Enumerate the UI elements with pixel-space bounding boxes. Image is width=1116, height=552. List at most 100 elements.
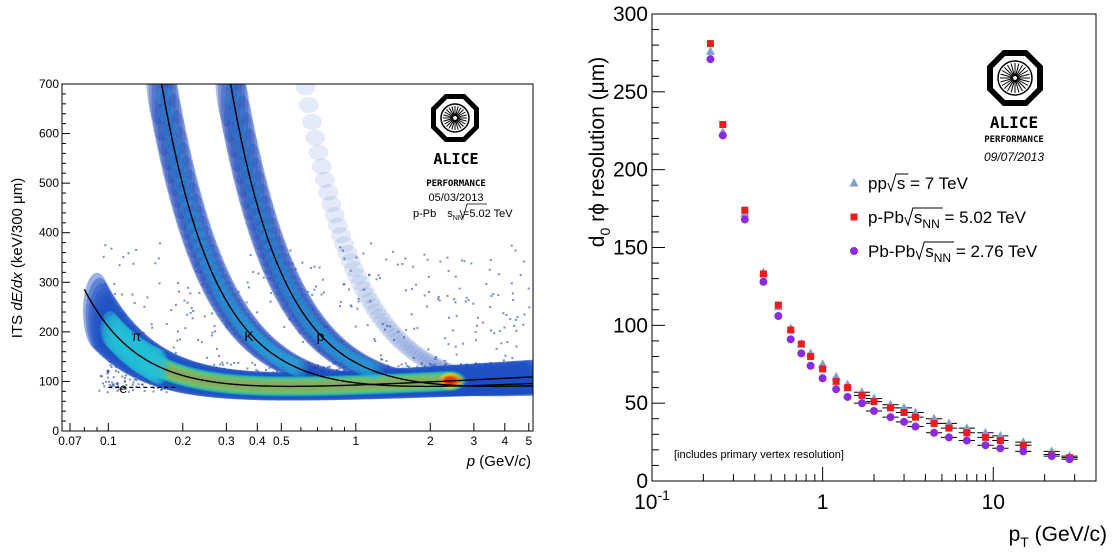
dedx-x-tick-label: 0.4 bbox=[249, 434, 266, 448]
data-point-circle bbox=[719, 131, 727, 139]
resolution-y-tick-label: 200 bbox=[613, 159, 648, 182]
data-point-circle bbox=[1019, 447, 1027, 455]
data-point-square bbox=[945, 425, 952, 432]
data-point-square bbox=[741, 207, 748, 214]
vertex-note: [includes primary vertex resolution] bbox=[674, 449, 844, 461]
dedx-y-label: ITS dE/dx (keV/300 μm) bbox=[9, 178, 26, 338]
dedx-x-tick-label: 2 bbox=[427, 434, 434, 448]
data-point-square bbox=[963, 429, 970, 436]
legend-entry: p-Pb sNN = 5.02 TeV bbox=[868, 208, 1027, 231]
legend-marker-triangle bbox=[850, 178, 859, 187]
resolution-panel: 10-1 1 10 050100150200250300 pT (GeV/c) d0… bbox=[586, 3, 1107, 550]
resolution-y-tick-label: 100 bbox=[613, 314, 648, 337]
dedx-y-tick-label: 400 bbox=[39, 226, 59, 240]
dedx-y-tick-label: 200 bbox=[39, 325, 59, 339]
alice-logo-sub: PERFORMANCE bbox=[426, 179, 486, 189]
alice-logo-date: 05/03/2013 bbox=[428, 192, 483, 204]
dedx-y-tick-label: 0 bbox=[52, 424, 59, 438]
data-point-circle bbox=[741, 215, 749, 223]
data-point-circle bbox=[844, 393, 852, 401]
data-point-circle bbox=[797, 349, 805, 357]
legend-marker-square bbox=[851, 214, 858, 221]
resolution-y-axis: 0 50 100 150 200 250 300 bbox=[613, 3, 665, 493]
dedx-y-tick-label: 100 bbox=[39, 374, 59, 388]
data-point-square bbox=[707, 40, 714, 47]
data-point-square bbox=[807, 353, 814, 360]
data-point-circle bbox=[774, 312, 782, 320]
dedx-x-tick-label: 0.07 bbox=[58, 434, 82, 448]
species-label: p bbox=[317, 328, 325, 344]
data-point-circle bbox=[858, 399, 866, 407]
data-point-circle bbox=[900, 418, 908, 426]
data-point-square bbox=[931, 420, 938, 427]
data-point-square bbox=[901, 409, 908, 416]
dedx-x-tick-label: 4 bbox=[501, 434, 508, 448]
data-point-circle bbox=[996, 444, 1004, 452]
dedx-panel: 0.07 0.1 0.2 0.3 0.4 0.5 1 2 3 4 5 0 100 200 300 400 50… bbox=[9, 0, 546, 470]
data-point-square bbox=[775, 302, 782, 309]
data-point-square bbox=[871, 398, 878, 405]
species-label: π bbox=[132, 328, 142, 344]
resolution-y-tick-label: 150 bbox=[613, 237, 648, 260]
data-point-circle bbox=[706, 55, 714, 63]
alice-logo-sub: PERFORMANCE bbox=[984, 135, 1044, 145]
data-point-square bbox=[719, 121, 726, 128]
dedx-x-tick-label: 5 bbox=[525, 434, 532, 448]
data-point-triangle bbox=[706, 46, 715, 55]
data-point-circle bbox=[981, 441, 989, 449]
data-point-square bbox=[760, 270, 767, 277]
data-point-square bbox=[887, 404, 894, 411]
data-point-circle bbox=[963, 437, 971, 445]
legend-entry: Pb-Pb sNN = 2.76 TeV bbox=[868, 242, 1038, 265]
resolution-y-label: d0 rϕ resolution (μm) bbox=[586, 57, 613, 247]
data-point-square bbox=[858, 392, 865, 399]
data-point-circle bbox=[945, 433, 953, 441]
data-point-circle bbox=[870, 407, 878, 415]
resolution-x-tick-label: 10 bbox=[982, 491, 1005, 514]
alice-logo-left: ALICE PERFORMANCE 05/03/2013 p-Pb sNN=5.… bbox=[413, 94, 513, 222]
data-point-circle bbox=[787, 335, 795, 343]
data-point-square bbox=[798, 341, 805, 348]
dedx-y-tick-label: 700 bbox=[39, 77, 59, 91]
data-point-square bbox=[912, 414, 919, 421]
data-point-circle bbox=[807, 362, 815, 370]
data-point-circle bbox=[819, 374, 827, 382]
resolution-y-tick-label: 250 bbox=[613, 81, 648, 104]
species-label: e bbox=[119, 380, 127, 396]
dedx-x-tick-label: 0.3 bbox=[218, 434, 235, 448]
collision-label: p-Pb sNN=5.02 TeV bbox=[413, 208, 513, 222]
data-point-square bbox=[819, 365, 826, 372]
resolution-x-label: pT (GeV/c) bbox=[1009, 523, 1107, 550]
dedx-x-tick-label: 0.2 bbox=[174, 434, 191, 448]
dedx-y-axis: 0 100 200 300 400 500 600 700 bbox=[39, 77, 70, 438]
dedx-y-tick-label: 500 bbox=[39, 176, 59, 190]
alice-emblem-icon bbox=[431, 94, 479, 142]
data-point-square bbox=[997, 437, 1004, 444]
data-point-square bbox=[787, 327, 794, 334]
dedx-y-tick-label: 300 bbox=[39, 275, 59, 289]
alice-emblem-icon bbox=[987, 50, 1043, 106]
dedx-x-axis: 0.07 0.1 0.2 0.3 0.4 0.5 1 2 3 4 5 bbox=[58, 423, 532, 448]
alice-logo-name: ALICE bbox=[990, 113, 1038, 132]
resolution-y-tick-label: 300 bbox=[613, 3, 648, 26]
alice-logo-date: 09/07/2013 bbox=[984, 150, 1044, 164]
resolution-y-tick-label: 0 bbox=[636, 470, 648, 493]
dedx-x-tick-label: 0.1 bbox=[100, 434, 117, 448]
resolution-y-tick-label: 50 bbox=[625, 392, 648, 415]
alice-logo-name: ALICE bbox=[433, 150, 478, 168]
dedx-x-tick-label: 1 bbox=[352, 434, 359, 448]
data-point-square bbox=[982, 434, 989, 441]
resolution-x-tick-label: 1 bbox=[817, 491, 829, 514]
data-point-square bbox=[844, 384, 851, 391]
data-point-square bbox=[833, 378, 840, 385]
data-point-circle bbox=[832, 385, 840, 393]
dedx-x-label: p (GeV/c) bbox=[466, 453, 531, 470]
legend-entry: pp s = 7 TeV bbox=[868, 174, 969, 193]
dedx-y-tick-label: 600 bbox=[39, 127, 59, 141]
data-point-circle bbox=[759, 278, 767, 286]
data-point-circle bbox=[1048, 452, 1056, 460]
alice-logo-right: ALICE PERFORMANCE 09/07/2013 bbox=[984, 50, 1044, 164]
data-point-circle bbox=[911, 423, 919, 431]
legend: pp s = 7 TeV p-Pb sNN = 5.02 TeV Pb-Pb sNN = … bbox=[850, 174, 1038, 265]
